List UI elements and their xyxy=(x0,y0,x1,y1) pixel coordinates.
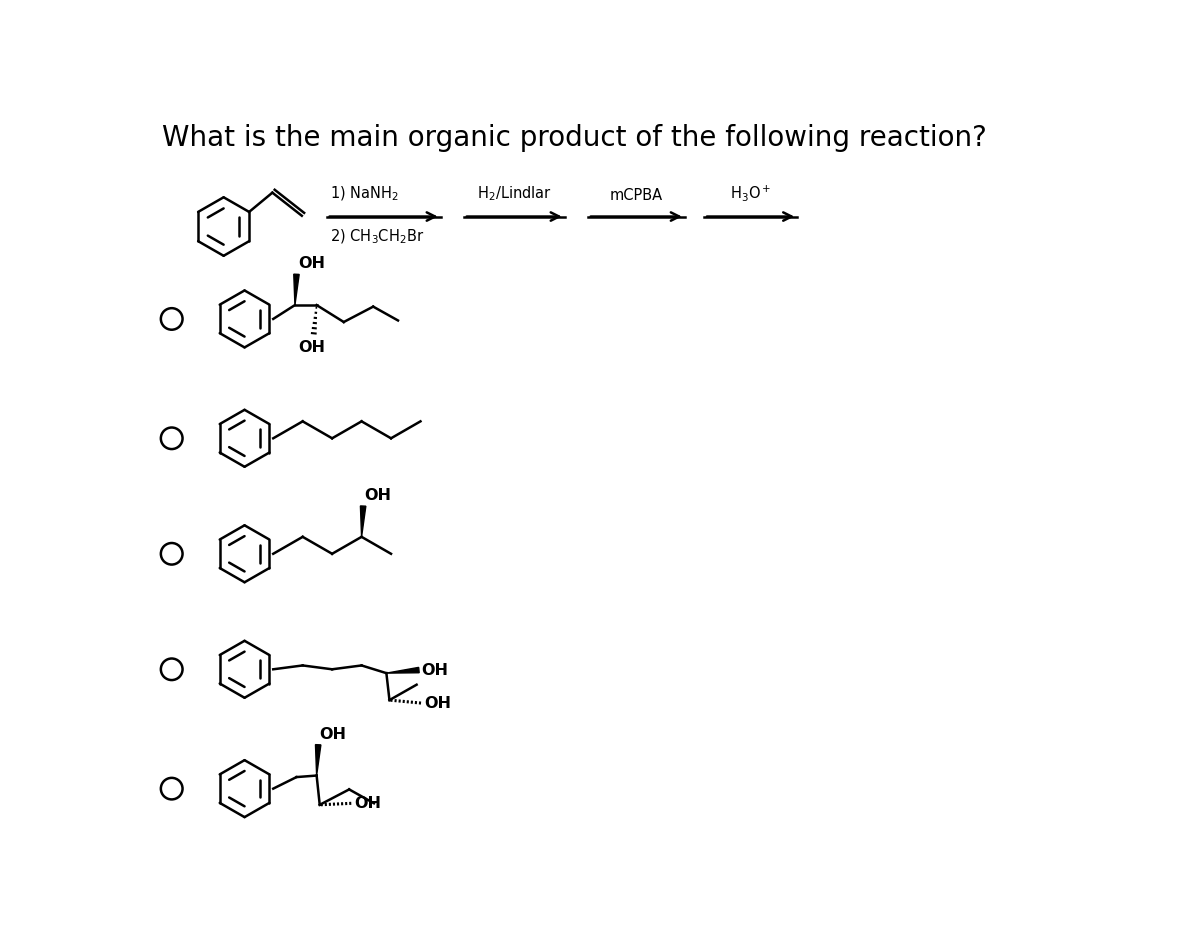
Polygon shape xyxy=(386,668,419,673)
Text: OH: OH xyxy=(354,796,380,811)
Polygon shape xyxy=(316,745,320,776)
Text: H$_2$/Lindlar: H$_2$/Lindlar xyxy=(476,184,552,203)
Text: 2) CH$_3$CH$_2$Br: 2) CH$_3$CH$_2$Br xyxy=(330,227,425,245)
Text: OH: OH xyxy=(299,340,325,355)
Text: OH: OH xyxy=(319,727,347,742)
Text: H$_3$O$^+$: H$_3$O$^+$ xyxy=(730,183,772,203)
Polygon shape xyxy=(294,274,299,305)
Text: OH: OH xyxy=(425,696,451,710)
Text: OH: OH xyxy=(365,488,391,503)
Text: 1) NaNH$_2$: 1) NaNH$_2$ xyxy=(330,184,398,203)
Text: mCPBA: mCPBA xyxy=(610,187,662,203)
Polygon shape xyxy=(360,506,366,537)
Text: OH: OH xyxy=(298,256,325,271)
Text: OH: OH xyxy=(421,663,449,677)
Text: What is the main organic product of the following reaction?: What is the main organic product of the … xyxy=(162,125,986,152)
